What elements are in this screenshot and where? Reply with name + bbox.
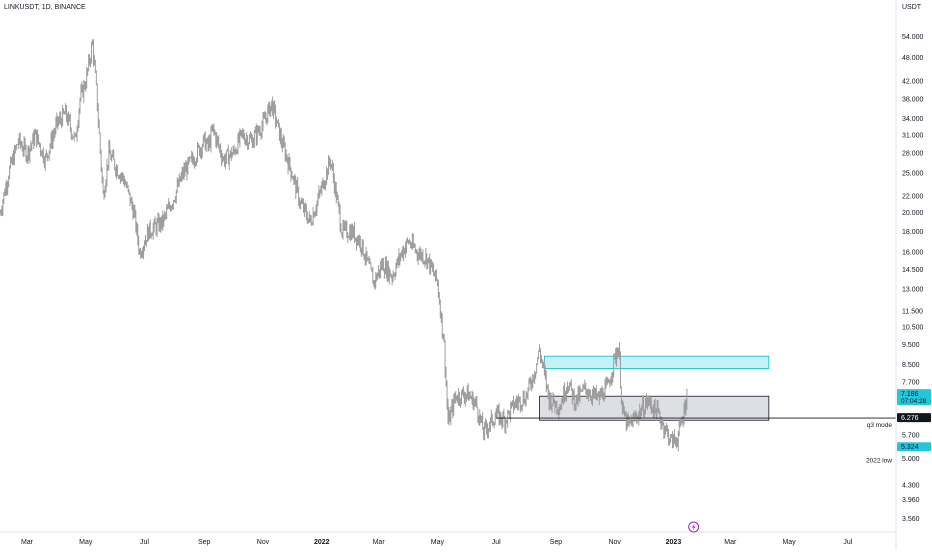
last-price-tag-countdown: 07:04:28 — [901, 398, 927, 405]
y-tick-label: 16.000 — [902, 250, 924, 257]
y-tick-label: 20.000 — [902, 210, 924, 217]
x-tick-label: May — [431, 539, 445, 546]
currency-label: USDT — [902, 4, 922, 11]
symbol-title[interactable]: LINKUSDT, 1D, BINANCE — [4, 4, 86, 11]
y-tick-label: 31.000 — [902, 133, 924, 140]
x-tick-label: Mar — [724, 539, 737, 546]
price-axis[interactable]: 54.000 48.000 42.000 38.000 34.000 31.000 28.0… — [895, 0, 924, 550]
y-tick-label: 54.000 — [902, 34, 924, 41]
x-tick-label: Mar — [373, 539, 386, 546]
y-tick-label: 42.000 — [902, 79, 924, 86]
y-tick-label: 25.000 — [902, 171, 924, 178]
2022-low-label: 2022 low — [866, 458, 892, 465]
low-tag-text: 5.324 — [901, 444, 919, 451]
y-tick-label: 3.560 — [902, 516, 920, 523]
y-tick-label: 3.960 — [902, 497, 920, 504]
y-tick-label: 11.500 — [902, 308, 923, 315]
lightning-glyph — [691, 523, 696, 531]
y-tick-label: 5.700 — [902, 433, 920, 440]
event-markers[interactable] — [688, 521, 700, 533]
y-tick-label: 8.500 — [902, 362, 920, 369]
q3-mode-tag-text: 6.276 — [901, 415, 919, 422]
line-layer: q3 mode 2022 low — [496, 417, 896, 465]
y-tick-label: 34.000 — [902, 116, 924, 123]
x-tick-label: Nov — [608, 539, 621, 546]
y-tick-label: 18.000 — [902, 229, 924, 236]
y-tick-label: 14.500 — [902, 267, 924, 274]
y-tick-label: 7.700 — [902, 379, 920, 386]
x-tick-label: 2023 — [666, 539, 682, 546]
price-candles — [0, 39, 688, 452]
x-tick-label: Sep — [550, 539, 563, 546]
resistance-zone[interactable] — [543, 355, 770, 369]
price-layer — [0, 39, 688, 452]
q3-mode-tag — [897, 413, 931, 423]
x-tick-label: May — [79, 539, 93, 546]
y-tick-label: 22.000 — [902, 193, 924, 200]
y-tick-label: 48.000 — [902, 55, 924, 62]
y-tick-label: 38.000 — [902, 96, 924, 103]
x-tick-label: Jul — [492, 539, 501, 546]
y-tick-label: 13.000 — [902, 287, 924, 294]
time-axis[interactable]: Mar May Jul Sep Nov 2022 Mar May Jul Sep Nov 2023 Ma… — [0, 531, 896, 546]
x-tick-label: May — [782, 539, 796, 546]
x-tick-label: Jul — [843, 539, 852, 546]
y-tick-label: 4.300 — [902, 483, 920, 490]
last-price-tag — [897, 389, 931, 406]
lightning-icon[interactable] — [688, 521, 700, 533]
y-tick-label: 9.500 — [902, 342, 920, 349]
x-tick-label: 2022 — [314, 539, 330, 546]
q3-mode-label: q3 mode — [867, 422, 893, 429]
x-tick-label: Mar — [21, 539, 34, 546]
low-tag — [897, 442, 931, 452]
y-tick-label: 10.500 — [902, 324, 924, 331]
y-tick-label: 28.000 — [902, 151, 924, 158]
x-tick-label: Nov — [257, 539, 270, 546]
last-price-tag-text: 7.186 — [901, 391, 919, 398]
y-tick-label: 5.000 — [902, 456, 920, 463]
x-tick-label: Jul — [140, 539, 149, 546]
x-tick-label: Sep — [198, 539, 211, 546]
